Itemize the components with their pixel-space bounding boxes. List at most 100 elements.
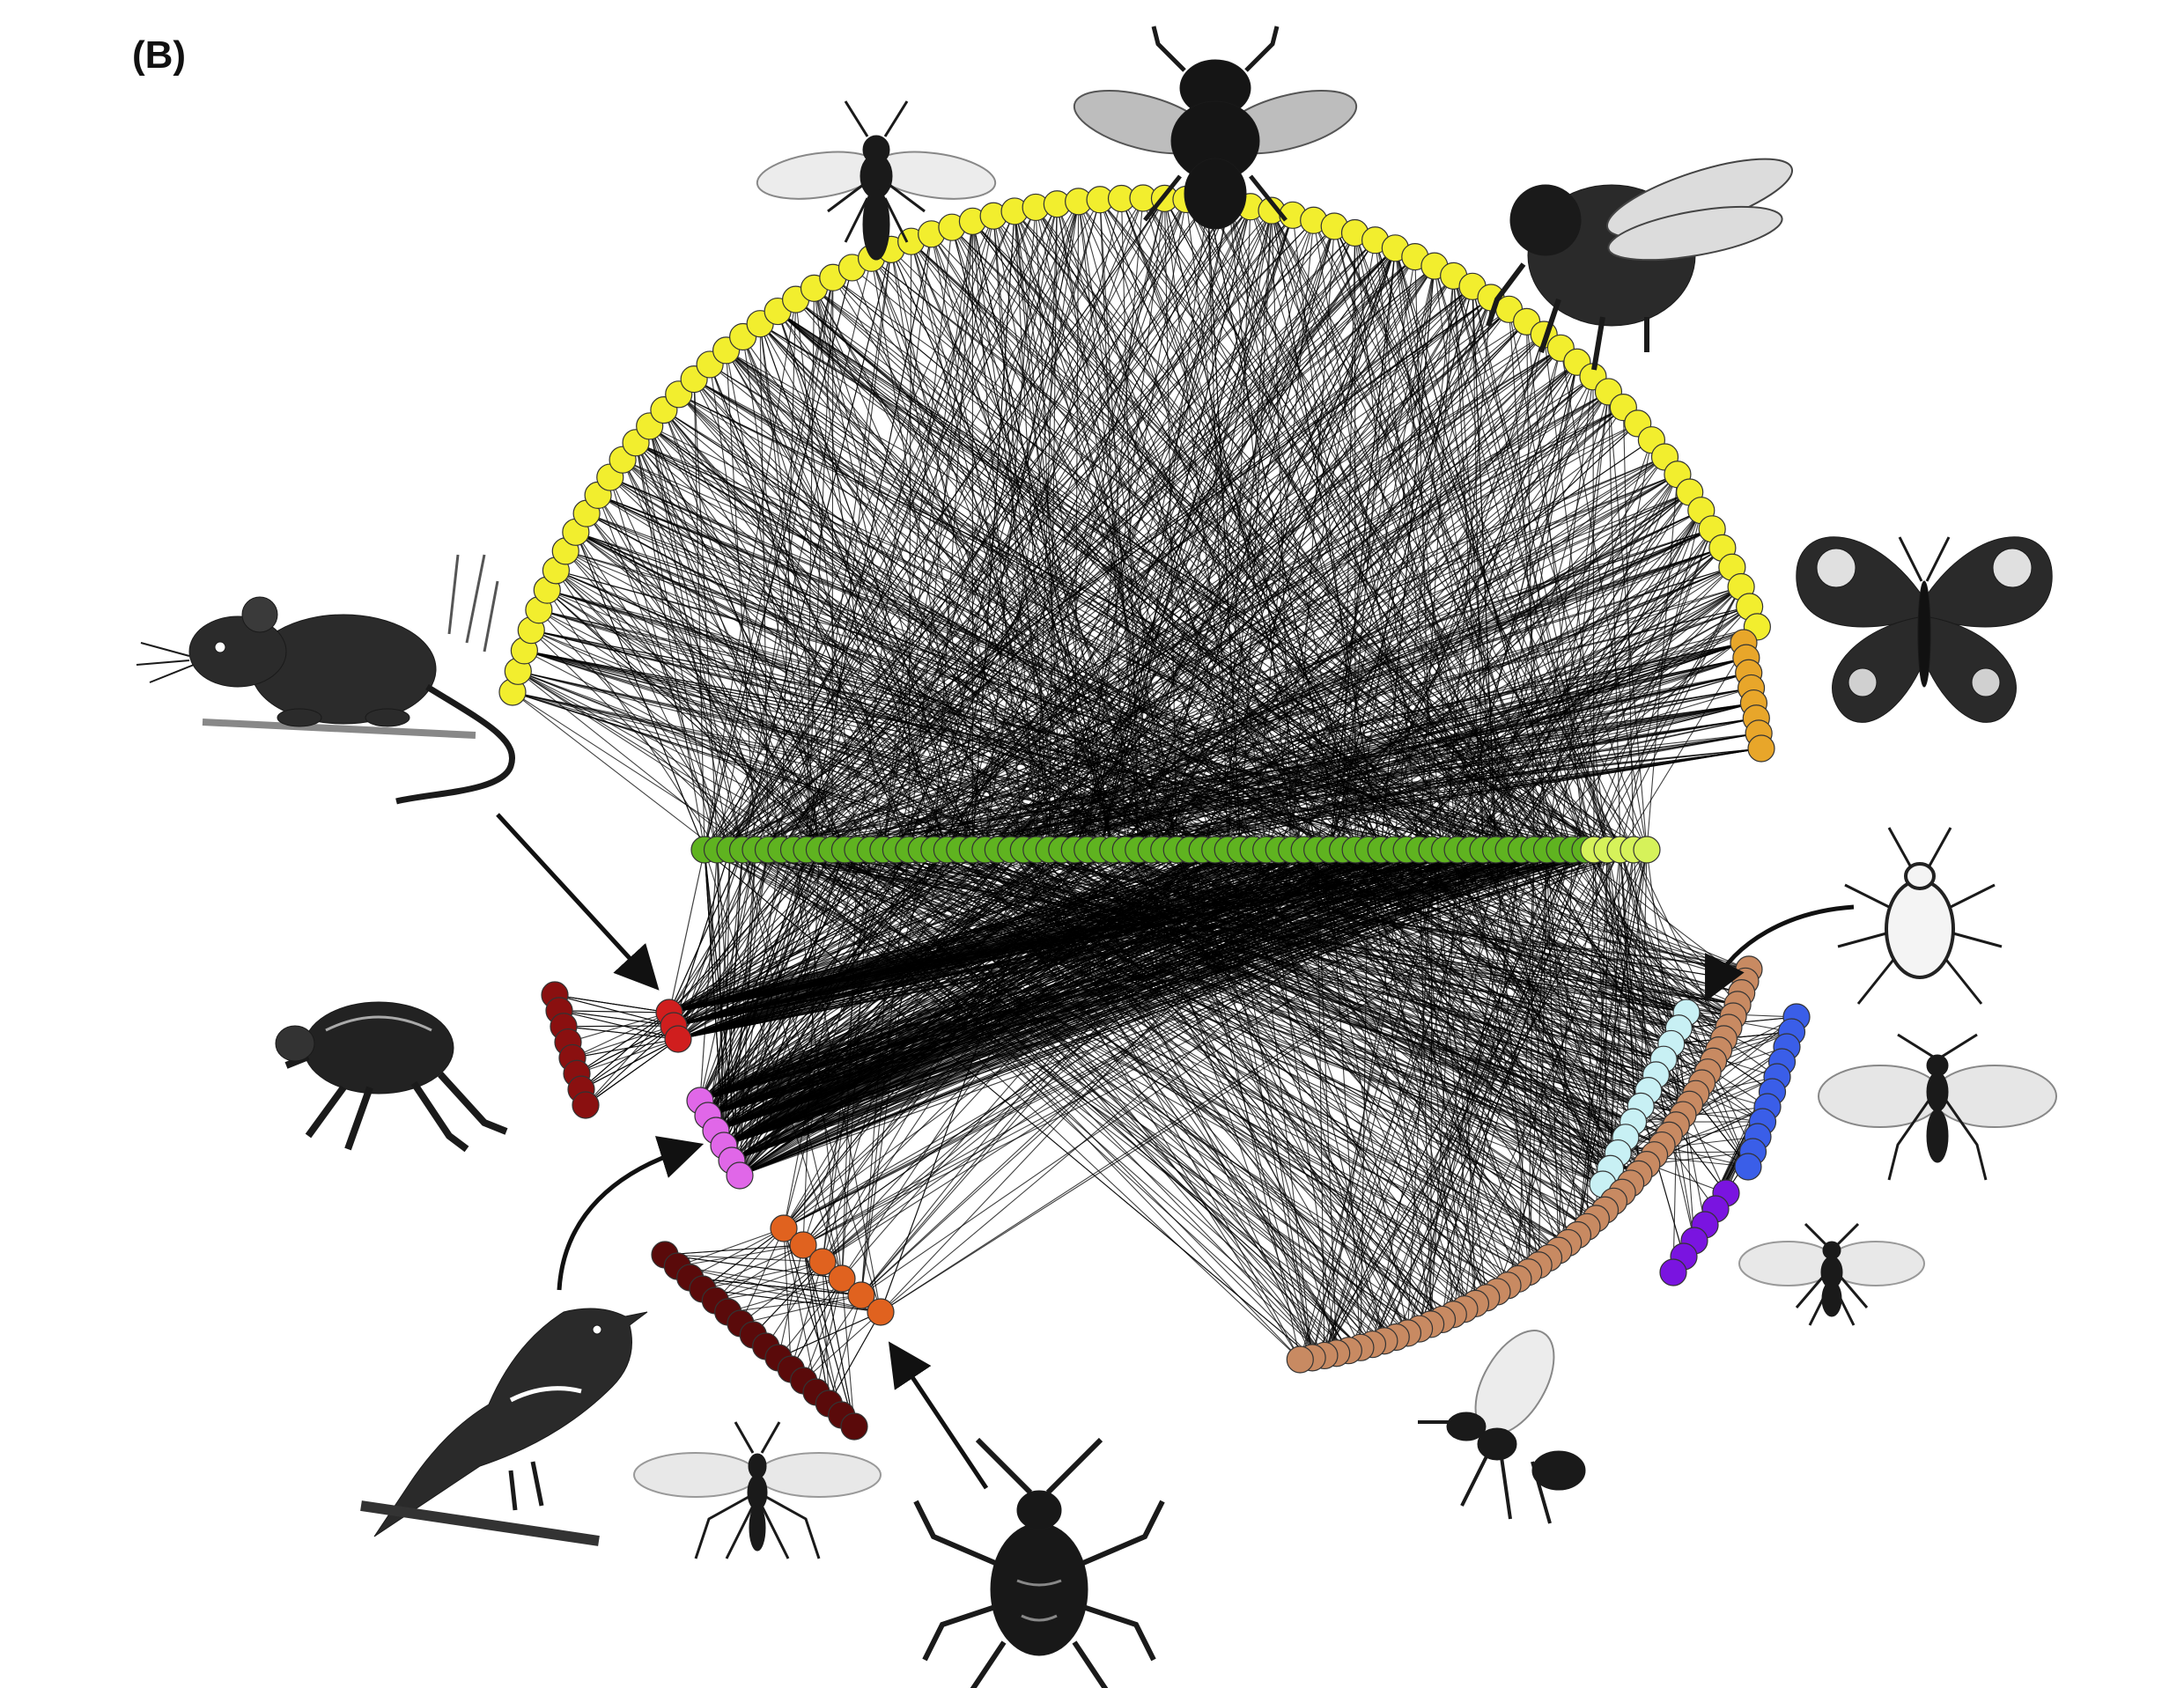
interaction-edge — [723, 849, 1228, 1146]
interaction-edge — [673, 849, 731, 1027]
interaction-edge — [790, 1261, 823, 1370]
interaction-edge — [558, 1010, 670, 1014]
interaction-edge — [1431, 334, 1545, 851]
interaction-edge — [1010, 606, 1750, 851]
interaction-edge — [870, 849, 1671, 1044]
interaction-edge — [668, 849, 1177, 1014]
interaction-edge — [1112, 657, 1747, 851]
interaction-edge — [531, 630, 1535, 851]
interaction-edge — [1022, 198, 1166, 851]
interaction-edge — [803, 1278, 843, 1382]
interaction-edge — [818, 249, 892, 851]
interaction-edge — [870, 849, 1549, 1259]
interaction-edge — [740, 1227, 785, 1324]
interaction-edge — [1036, 215, 1294, 851]
interaction-edge — [704, 198, 1165, 851]
interaction-edge — [806, 247, 1396, 851]
interaction-edge — [803, 1294, 862, 1382]
interaction-edge — [790, 1278, 843, 1370]
interaction-edge — [755, 210, 1015, 851]
interaction-edge — [802, 1244, 843, 1416]
interaction-edge — [740, 1294, 862, 1324]
interaction-edge — [1444, 474, 1679, 851]
interaction-edge — [1189, 456, 1665, 851]
interaction-edge — [1010, 376, 1594, 851]
interaction-edge — [622, 459, 1216, 851]
interaction-edge — [1533, 849, 1642, 1107]
interaction-edge — [715, 849, 1382, 1131]
interaction-edge — [704, 849, 843, 1279]
interaction-edge — [699, 849, 833, 1102]
interaction-edge — [668, 849, 1050, 1014]
interaction-edge — [1311, 849, 1420, 1358]
interaction-edge — [726, 350, 1177, 851]
interaction-edge — [585, 1012, 670, 1106]
interaction-edge — [1138, 286, 1473, 851]
interaction-edge — [729, 258, 873, 851]
aphid-arrow — [1705, 904, 1855, 1002]
interaction-edge — [1010, 256, 1416, 851]
interaction-edge — [1206, 201, 1228, 851]
interaction-edge — [819, 849, 1611, 1169]
interaction-edge — [921, 849, 1627, 1139]
interaction-edge — [882, 216, 994, 851]
interaction-edge — [933, 203, 1058, 851]
guild-aphids — [1589, 999, 1701, 1198]
interaction-edge — [819, 240, 1376, 851]
interaction-edge — [723, 849, 1522, 1146]
interaction-edge — [742, 456, 1665, 851]
interaction-edge — [565, 550, 1126, 851]
interaction-edge — [702, 1288, 882, 1313]
interaction-edge — [575, 532, 705, 851]
interaction-edge — [1633, 1106, 1768, 1123]
guild-birds — [686, 1087, 754, 1190]
wasp-icon — [756, 100, 997, 261]
interaction-edge — [649, 425, 1165, 851]
interaction-edge — [1640, 1106, 1716, 1210]
interaction-edge — [609, 476, 999, 851]
guild-seed-weevils — [770, 1214, 895, 1326]
interaction-edge — [677, 849, 922, 1040]
interaction-edge — [1648, 1090, 1727, 1194]
interaction-edge — [668, 849, 961, 1014]
interaction-edge — [597, 495, 833, 851]
interaction-edge — [813, 288, 935, 851]
interaction-edge — [709, 364, 910, 851]
interaction-edge — [777, 311, 1394, 851]
interaction-edge — [704, 219, 1315, 851]
interaction-edge — [822, 849, 1318, 1263]
interaction-edge — [911, 240, 1165, 851]
interaction-edge — [1022, 285, 1473, 851]
leafminer-parasitoid-icon — [1418, 1330, 1586, 1524]
interaction-edge — [1206, 201, 1344, 851]
interaction-edge — [759, 323, 1608, 851]
interaction-edge — [832, 276, 1191, 851]
interaction-edge — [690, 1277, 862, 1296]
interaction-edge — [704, 206, 1251, 851]
interaction-edge — [783, 849, 1484, 1229]
interaction-edge — [971, 221, 1114, 851]
interaction-edge — [841, 849, 871, 1279]
interaction-edge — [714, 1227, 785, 1301]
interaction-edge — [1324, 849, 1407, 1356]
interaction-edge — [1618, 1121, 1763, 1154]
interaction-edge — [1087, 198, 1166, 851]
interaction-edge — [1354, 232, 1548, 851]
interaction-edge — [668, 849, 820, 1014]
interaction-edge — [668, 849, 1266, 1014]
interaction-edge — [546, 589, 986, 851]
interaction-edge — [831, 718, 1757, 851]
interaction-edge — [947, 657, 1746, 851]
interaction-edge — [1671, 1043, 1706, 1226]
interaction-edge — [649, 425, 808, 851]
species-node — [1633, 836, 1661, 864]
interaction-edge — [831, 203, 1230, 851]
interaction-edge — [727, 1278, 843, 1313]
interaction-edge — [1078, 201, 1497, 851]
interaction-edge — [1663, 1058, 1727, 1194]
interaction-edge — [783, 849, 1012, 1229]
interaction-edge — [524, 650, 1152, 851]
interaction-edge — [806, 391, 1609, 851]
interaction-edge — [1100, 642, 1745, 851]
interaction-edge — [572, 1025, 675, 1058]
